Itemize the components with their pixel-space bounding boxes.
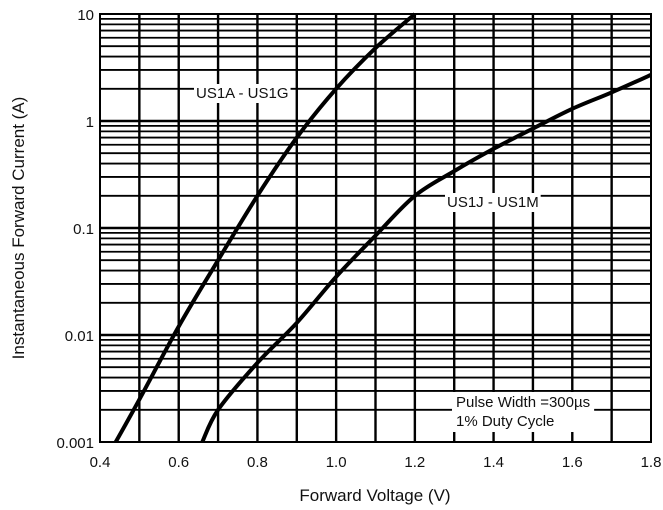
grid <box>100 14 651 442</box>
x-tick-label: 1.2 <box>404 454 425 471</box>
curves <box>113 12 652 443</box>
x-tick-label: 1.0 <box>326 454 347 471</box>
annotation-background <box>452 392 595 432</box>
y-tick-label: 1 <box>86 114 94 131</box>
y-tick-label: 10 <box>77 7 94 24</box>
x-tick-label: 1.8 <box>641 454 662 471</box>
x-tick-label: 0.6 <box>168 454 189 471</box>
x-tick-label: 0.8 <box>247 454 268 471</box>
series-label-1-background <box>194 84 291 103</box>
y-tick-label: 0.001 <box>56 435 94 452</box>
x-tick-label: 1.4 <box>483 454 504 471</box>
annotation-pulse-width: Pulse Width =300µs <box>456 394 590 411</box>
series-label-1: US1A - US1G <box>196 85 289 102</box>
series-line-2 <box>200 72 652 443</box>
series-label-2: US1J - US1M <box>447 194 539 211</box>
plot-frame <box>99 13 652 443</box>
x-tick-label: 0.4 <box>90 454 111 471</box>
y-axis-title: Instantaneous Forward Current (A) <box>9 97 28 360</box>
y-tick-label: 0.01 <box>65 328 94 345</box>
x-tick-label: 1.6 <box>562 454 583 471</box>
series-line-1 <box>113 12 417 443</box>
annotation-duty-cycle: 1% Duty Cycle <box>456 413 554 430</box>
x-axis-title: Forward Voltage (V) <box>299 486 450 505</box>
y-tick-label: 0.1 <box>73 221 94 238</box>
labels: 0.4 0.6 0.8 1.0 1.2 1.4 1.6 1.8 0.001 0.01 0.1 1 10 U… <box>56 7 661 471</box>
series-label-2-background <box>445 193 541 212</box>
